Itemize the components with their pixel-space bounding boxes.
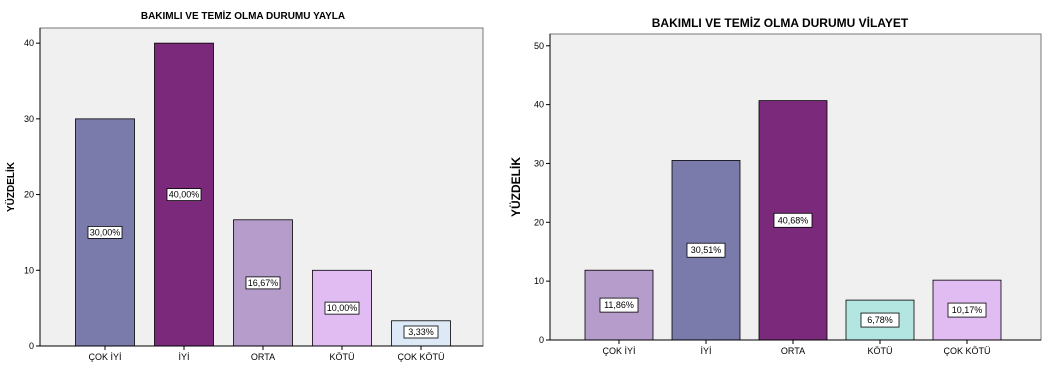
data-label-box [686,242,726,258]
data-label: 10,17% [952,305,983,315]
chart-vilayet-svg: BAKIMLI VE TEMİZ OLMA DURUMU VİLAYET YÜZ… [508,15,1042,356]
x-tick-label: ÇOK KÖTÜ [943,346,990,356]
y-tick-label: 10 [24,265,34,275]
x-tick-label: ORTA [251,352,275,362]
x-tick-label: İYİ [700,346,711,356]
data-label: 11,86% [604,300,634,310]
chart-yayla-svg: BAKIMLI VE TEMİZ OLMA DURUMU YAYLA YÜZDE… [4,9,484,362]
data-label: 16,67% [248,278,279,288]
y-tick-label: 30 [24,114,34,124]
data-label: 6,78% [867,315,893,325]
y-axis-label: YÜZDELİK [508,157,523,217]
y-tick-label: 0 [29,341,34,351]
data-label: 30,00% [90,227,121,237]
data-label-box [599,297,639,313]
x-tick-label: ÇOK İYİ [602,346,635,356]
data-label-box [773,212,813,228]
data-label: 30,51% [691,245,722,255]
y-tick-label: 20 [534,217,544,227]
data-label-box [87,226,123,239]
data-label: 40,00% [169,190,200,200]
data-label: 3,33% [408,327,434,337]
chart-marks: 0 10 20 30 40 50 ÇOK İYİ 11,86% İYİ 30,51% ORTA 40,… [534,34,1041,356]
y-tick-label: 10 [534,276,544,286]
data-label: 40,68% [778,215,809,225]
y-tick-label: 20 [24,190,34,200]
x-tick-label: KÖTÜ [329,352,354,362]
data-label-box [860,312,900,328]
chart-title: BAKIMLI VE TEMİZ OLMA DURUMU YAYLA [141,9,345,22]
data-label: 10,00% [327,303,358,313]
chart-yayla: BAKIMLI VE TEMİZ OLMA DURUMU YAYLA YÜZDE… [0,0,500,365]
x-tick-label: ÇOK KÖTÜ [397,352,444,362]
x-tick-label: İYİ [178,352,189,362]
y-tick-label: 0 [539,335,544,345]
y-axis-label: YÜZDELİK [4,161,17,212]
x-tick-label: ÇOK İYİ [88,352,121,362]
data-label-box [166,188,202,201]
data-label-box [324,301,360,315]
chart-title: BAKIMLI VE TEMİZ OLMA DURUMU VİLAYET [652,15,909,30]
y-tick-label: 40 [24,38,34,48]
chart-vilayet: BAKIMLI VE TEMİZ OLMA DURUMU VİLAYET YÜZ… [505,0,1051,365]
y-tick-label: 50 [534,41,544,51]
x-tick-label: ORTA [781,346,805,356]
data-label-box [947,302,987,318]
data-label-box [245,276,281,290]
x-tick-label: KÖTÜ [867,346,892,356]
y-tick-label: 40 [534,100,544,110]
data-label-box [403,325,439,339]
chart-marks: 0 10 20 30 40 ÇOK İYİ 30,00% İYİ 40,00% ORTA 16,67… [24,28,483,362]
y-tick-label: 30 [534,158,544,168]
